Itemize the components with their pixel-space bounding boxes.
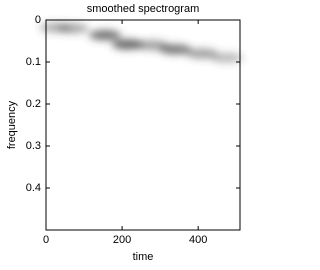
y-tick-label: 0.1 [26, 56, 41, 68]
y-axis-label: frequency [6, 100, 18, 149]
x-axis-label: time [133, 251, 154, 263]
y-tick-label: 0.2 [26, 98, 41, 110]
spectral-blob [185, 48, 218, 59]
plot-frame [45, 19, 241, 231]
spectral-blob [56, 23, 89, 34]
chart-title: smoothed spectrogram [87, 3, 200, 15]
spectral-blob [111, 39, 144, 50]
y-tick-label: 0.4 [26, 182, 41, 194]
heatmap [39, 22, 243, 63]
spectral-blob [210, 52, 243, 63]
y-tick-label: 0.3 [26, 140, 41, 152]
x-tick-label: 400 [189, 234, 207, 246]
x-tick-label: 200 [113, 234, 131, 246]
chart: smoothed spectrogram time frequency 0 200… [5, 2, 243, 263]
spectral-blob [159, 44, 192, 55]
spectral-blob [88, 30, 121, 41]
y-tick-label: 0 [35, 14, 41, 26]
x-tick-label: 0 [43, 234, 49, 246]
